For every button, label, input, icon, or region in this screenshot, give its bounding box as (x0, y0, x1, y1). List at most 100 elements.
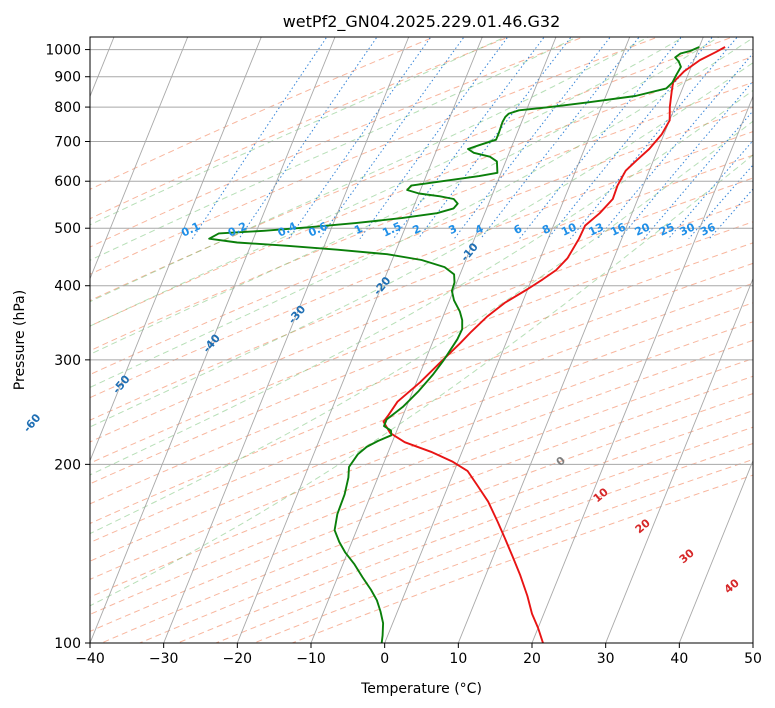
mixing-ratio-label: 0.4 (276, 219, 299, 239)
y-tick-label: 1000 (45, 43, 81, 59)
x-tick-label: 50 (744, 651, 762, 667)
isotherm-line (90, 37, 336, 643)
mixing-ratio-label: 30 (678, 220, 698, 238)
plot-frame (89, 36, 754, 644)
mixing-ratio-label: 2 (411, 222, 423, 237)
isotherm-line (310, 37, 557, 643)
mixing-ratio-label: 16 (608, 220, 628, 238)
dry-adiabat-line (252, 458, 753, 643)
mixing-ratio-line (643, 110, 753, 240)
dry-adiabat-line (90, 375, 753, 632)
mixing-ratio-line (688, 164, 753, 240)
isotherm-line (90, 37, 189, 280)
dry-adiabat-line (90, 242, 753, 505)
isotherm-line (457, 37, 704, 643)
isotherm-line (90, 37, 262, 462)
mixing-ratio-label: 0.2 (226, 220, 249, 240)
dry-adiabat-line (90, 358, 753, 615)
dry-adiabat-line (100, 393, 753, 643)
y-tick-label: 700 (54, 134, 81, 150)
isotherm-line (384, 37, 631, 643)
dry-adiabat-line (90, 131, 753, 399)
dry-adiabat-line (90, 282, 753, 544)
background-lines (90, 37, 753, 643)
moist-adiabat-line (90, 37, 650, 303)
dry-adiabat-line (90, 37, 436, 190)
x-tick-label: 0 (380, 651, 389, 667)
mixing-ratio-label: 10 (559, 220, 579, 238)
dry-adiabat-line (90, 262, 753, 525)
x-tick-label: −10 (296, 651, 326, 667)
chart-title: wetPf2_GN04.2025.229.01.46.G32 (283, 12, 561, 32)
mixing-ratio-label: 36 (698, 220, 718, 238)
moist-adiabat-line (90, 37, 685, 327)
isotherm-line (531, 95, 753, 643)
mixing-ratio-line (417, 37, 572, 240)
isotherm-line (752, 641, 753, 643)
x-tick-label: 30 (597, 651, 615, 667)
dry-adiabat-line (90, 199, 753, 464)
dry-adiabat-line (90, 339, 753, 598)
isotherm-line (678, 459, 753, 643)
mixing-ratio-line (393, 37, 545, 239)
x-tick-label: 10 (449, 651, 467, 667)
dry-adiabat-line (90, 55, 753, 327)
dewpoint-profile-line (208, 46, 700, 643)
dry-adiabat-label: 40 (722, 576, 742, 596)
dry-adiabat-line (90, 221, 753, 485)
y-tick-label: 300 (54, 353, 81, 369)
dry-adiabat-label: 30 (677, 546, 697, 566)
isotherm-line (605, 277, 753, 643)
dry-adiabat-line (90, 106, 753, 376)
x-axis-ticks: −40 −30 −20 −10 0 10 20 30 40 50 (75, 643, 762, 667)
y-tick-label: 100 (54, 636, 81, 652)
mixing-ratio-line (547, 37, 714, 240)
x-tick-label: 20 (523, 651, 541, 667)
isotherm-line (236, 37, 483, 643)
dry-adiabat-label: 10 (591, 485, 611, 505)
isotherm-label: -30 (286, 303, 309, 327)
y-tick-label: 400 (54, 279, 81, 295)
mixing-ratio-line (191, 37, 328, 239)
moist-adiabat-line (90, 154, 753, 607)
dry-adiabat-line (90, 321, 753, 580)
y-axis-label: Pressure (hPa) (12, 290, 28, 390)
mixing-ratio-label: 1.5 (380, 220, 403, 240)
moist-adiabat-line (90, 89, 753, 476)
y-tick-label: 800 (54, 100, 81, 116)
x-axis-label: Temperature (°C) (360, 681, 482, 697)
mixing-ratio-line (238, 37, 378, 239)
x-tick-label: 40 (670, 651, 688, 667)
moist-adiabat-line (90, 37, 507, 226)
mixing-ratio-line (319, 37, 465, 239)
mixing-ratio-label: 4 (473, 222, 486, 237)
dry-adiabat-line (90, 37, 735, 302)
isotherm-label: -20 (371, 274, 394, 298)
mixing-ratio-line (668, 139, 753, 240)
moist-adiabat-line (90, 37, 720, 355)
isotherm-label: -60 (21, 411, 44, 435)
x-tick-label: −30 (149, 651, 179, 667)
temperature-profile-line (382, 46, 726, 643)
mixing-ratio-line (570, 37, 738, 240)
moist-adiabat-line (90, 37, 753, 388)
y-tick-label: 500 (54, 221, 81, 237)
mixing-ratio-label: 20 (633, 220, 653, 238)
x-tick-label: −40 (75, 651, 105, 667)
dry-adiabat-line (90, 154, 753, 421)
dry-adiabat-line (90, 177, 753, 443)
mixing-ratio-line (597, 52, 753, 240)
sounding-profiles (208, 46, 726, 643)
x-tick-label: −20 (223, 651, 253, 667)
isotherm-label: -10 (458, 240, 481, 264)
dry-adiabat-label: 0 (554, 454, 568, 469)
mixing-ratio-line (709, 188, 753, 240)
mixing-ratio-label: 25 (657, 220, 676, 238)
isotherm-line (163, 37, 410, 643)
mixing-ratio-line (453, 37, 611, 240)
dry-adiabat-line (90, 302, 753, 562)
dry-adiabat-line (90, 81, 753, 352)
mixing-ratio-line (480, 37, 640, 240)
moist-adiabat-line (90, 120, 753, 535)
